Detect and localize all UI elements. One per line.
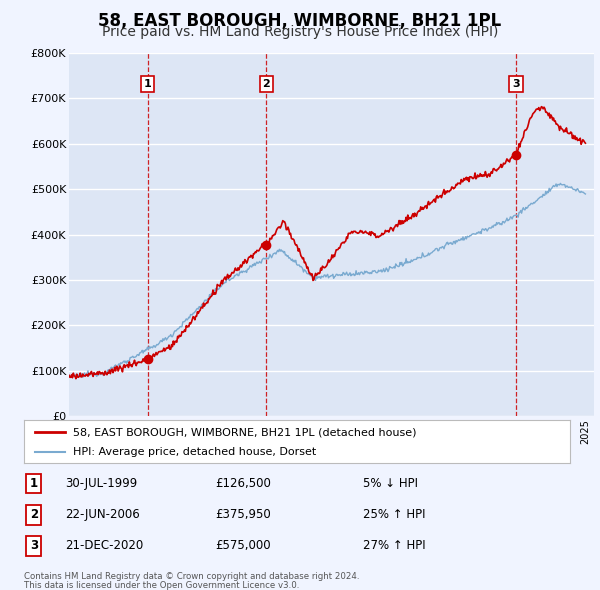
Text: 58, EAST BOROUGH, WIMBORNE, BH21 1PL (detached house): 58, EAST BOROUGH, WIMBORNE, BH21 1PL (de…: [73, 427, 416, 437]
Text: 2: 2: [30, 508, 38, 522]
Text: 22-JUN-2006: 22-JUN-2006: [65, 508, 140, 522]
Text: 27% ↑ HPI: 27% ↑ HPI: [362, 539, 425, 552]
Text: 2: 2: [263, 79, 271, 89]
Text: £375,950: £375,950: [215, 508, 271, 522]
Text: £126,500: £126,500: [215, 477, 271, 490]
Text: Price paid vs. HM Land Registry's House Price Index (HPI): Price paid vs. HM Land Registry's House …: [102, 25, 498, 39]
Text: 30-JUL-1999: 30-JUL-1999: [65, 477, 137, 490]
Text: 1: 1: [30, 477, 38, 490]
Text: 3: 3: [30, 539, 38, 552]
Text: This data is licensed under the Open Government Licence v3.0.: This data is licensed under the Open Gov…: [24, 581, 299, 589]
Text: 25% ↑ HPI: 25% ↑ HPI: [362, 508, 425, 522]
Text: 3: 3: [512, 79, 520, 89]
Text: 5% ↓ HPI: 5% ↓ HPI: [362, 477, 418, 490]
Text: 58, EAST BOROUGH, WIMBORNE, BH21 1PL: 58, EAST BOROUGH, WIMBORNE, BH21 1PL: [98, 12, 502, 30]
Text: 21-DEC-2020: 21-DEC-2020: [65, 539, 143, 552]
Text: HPI: Average price, detached house, Dorset: HPI: Average price, detached house, Dors…: [73, 447, 316, 457]
Text: Contains HM Land Registry data © Crown copyright and database right 2024.: Contains HM Land Registry data © Crown c…: [24, 572, 359, 581]
Text: £575,000: £575,000: [215, 539, 271, 552]
Text: 1: 1: [144, 79, 152, 89]
